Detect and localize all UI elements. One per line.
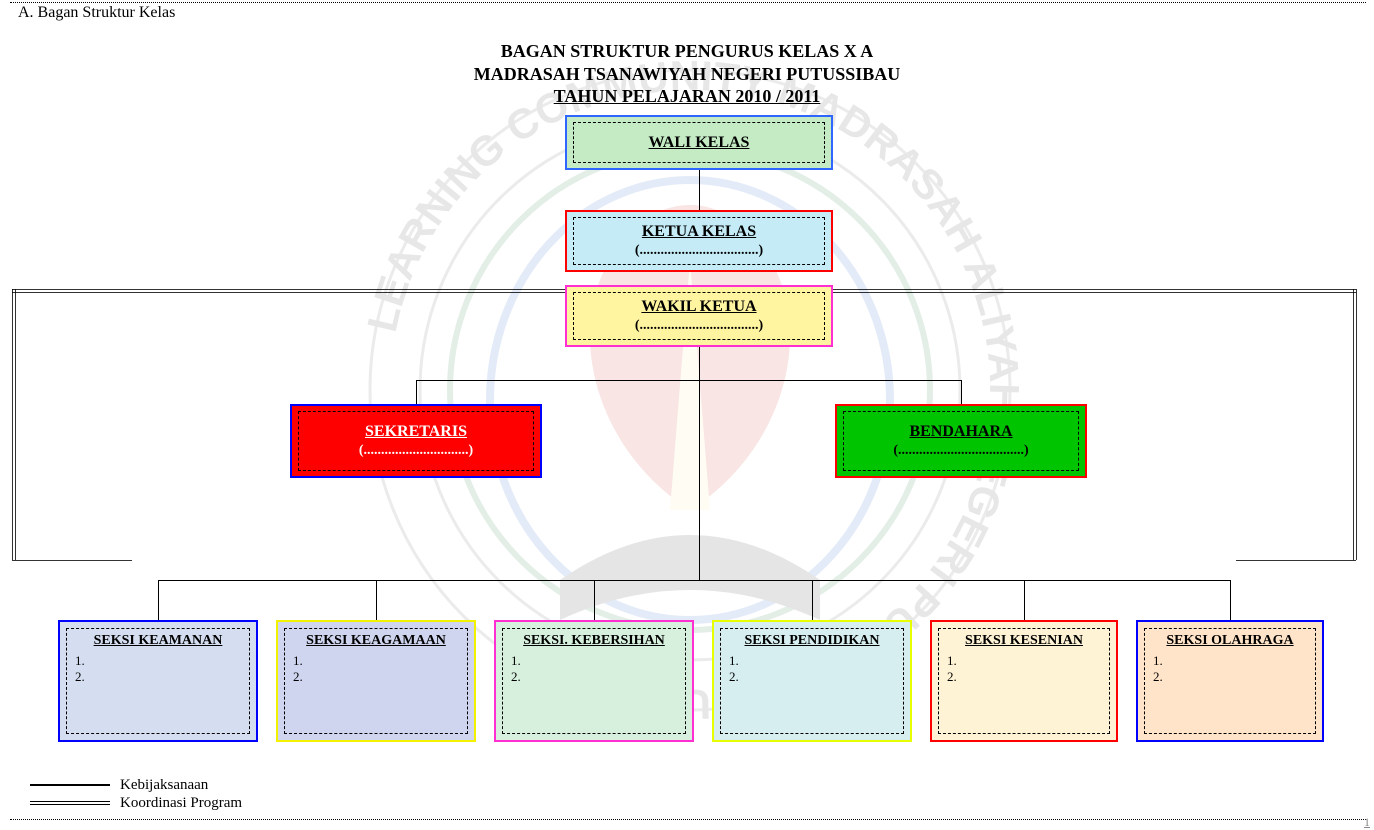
seksi-title-3: SEKSI PENDIDIKAN: [729, 633, 895, 649]
title-line-3: TAHUN PELAJARAN 2010 / 2011: [0, 85, 1374, 108]
node-sekretaris-name: (..............................): [359, 443, 473, 459]
seksi-0-line-0: 1.: [75, 653, 241, 669]
page: A. Bagan Struktur Kelas LEARNING COMMUNI…: [0, 0, 1374, 830]
node-bendahara-role: BENDAHARA: [909, 423, 1012, 441]
seksi-3-line-1: 2.: [729, 669, 895, 685]
node-bendahara: BENDAHARA (..............................…: [835, 404, 1087, 478]
legend-hollow-label: Koordinasi Program: [120, 794, 242, 812]
node-wali-role: WALI KELAS: [649, 134, 750, 152]
seksi-box-4: SEKSI KESENIAN 1.2.: [930, 620, 1118, 742]
seksi-1-line-1: 2.: [293, 669, 459, 685]
seksi-title-2: SEKSI. KEBERSIHAN: [511, 633, 677, 649]
connector: [15, 289, 16, 560]
node-bendahara-name: (....................................): [893, 443, 1028, 459]
node-wakil-role: WAKIL KETUA: [641, 298, 756, 316]
seksi-title-0: SEKSI KEAMANAN: [75, 633, 241, 649]
connector: [376, 580, 377, 620]
seksi-5-line-0: 1.: [1153, 653, 1307, 669]
legend-row-solid: Kebijaksanaan: [30, 776, 242, 794]
connector: [699, 170, 700, 210]
connector: [699, 380, 700, 580]
connector: [12, 289, 13, 560]
legend-row-hollow: Koordinasi Program: [30, 794, 242, 812]
page-number: 1: [1364, 815, 1370, 830]
node-wakil-name: (..................................): [635, 318, 763, 334]
seksi-box-3: SEKSI PENDIDIKAN 1.2.: [712, 620, 912, 742]
node-ketua: KETUA KELAS (............................…: [565, 210, 833, 272]
seksi-0-line-1: 2.: [75, 669, 241, 685]
connector: [699, 347, 700, 380]
connector: [416, 380, 961, 381]
seksi-4-line-1: 2.: [947, 669, 1101, 685]
connector: [961, 380, 962, 404]
seksi-title-5: SEKSI OLAHRAGA: [1153, 633, 1307, 649]
connector: [1236, 560, 1356, 561]
connector: [1356, 289, 1357, 560]
legend-hollow-line-icon: [30, 801, 110, 805]
seksi-box-0: SEKSI KEAMANAN 1.2.: [58, 620, 258, 742]
connector: [12, 560, 132, 561]
connector: [1353, 289, 1354, 560]
node-wakil: WAKIL KETUA (............................…: [565, 285, 833, 347]
connector: [1230, 580, 1231, 620]
title-line-2: MADRASAH TSANAWIYAH NEGERI PUTUSSIBAU: [0, 63, 1374, 86]
seksi-4-line-0: 1.: [947, 653, 1101, 669]
node-ketua-name: (..................................): [635, 243, 763, 259]
title-line-1: BAGAN STRUKTUR PENGURUS KELAS X A: [0, 40, 1374, 63]
seksi-box-5: SEKSI OLAHRAGA 1.2.: [1136, 620, 1324, 742]
seksi-5-line-1: 2.: [1153, 669, 1307, 685]
connector: [812, 580, 813, 620]
seksi-box-1: SEKSI KEAGAMAAN 1.2.: [276, 620, 476, 742]
seksi-2-line-1: 2.: [511, 669, 677, 685]
connector: [416, 380, 417, 404]
seksi-2-line-0: 1.: [511, 653, 677, 669]
connector: [158, 580, 1230, 581]
connector: [594, 580, 595, 620]
seksi-title-4: SEKSI KESENIAN: [947, 633, 1101, 649]
connector: [1024, 580, 1025, 620]
legend-solid-label: Kebijaksanaan: [120, 776, 208, 794]
legend-solid-line-icon: [30, 784, 110, 786]
seksi-box-2: SEKSI. KEBERSIHAN 1.2.: [494, 620, 694, 742]
seksi-1-line-0: 1.: [293, 653, 459, 669]
node-sekretaris-role: SEKRETARIS: [365, 423, 467, 441]
node-wali: WALI KELAS: [565, 115, 833, 170]
node-sekretaris: SEKRETARIS (.............................…: [290, 404, 542, 478]
section-label: A. Bagan Struktur Kelas: [18, 4, 175, 22]
connector: [158, 580, 159, 620]
node-ketua-role: KETUA KELAS: [642, 223, 756, 241]
chart-title: BAGAN STRUKTUR PENGURUS KELAS X A MADRAS…: [0, 40, 1374, 108]
seksi-3-line-0: 1.: [729, 653, 895, 669]
seksi-title-1: SEKSI KEAGAMAAN: [293, 633, 459, 649]
legend: Kebijaksanaan Koordinasi Program: [30, 776, 242, 812]
